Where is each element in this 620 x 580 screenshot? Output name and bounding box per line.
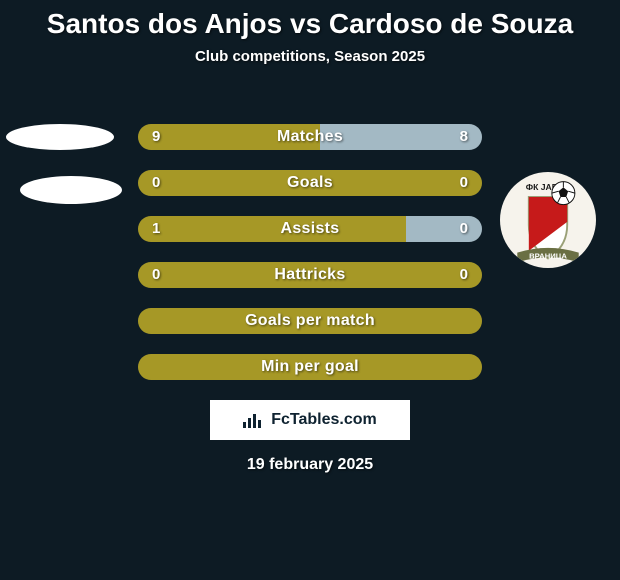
soccer-ball-icon <box>552 182 575 205</box>
stat-value-right: 8 <box>460 124 468 150</box>
stat-value-right: 0 <box>460 170 468 196</box>
blank-oval <box>6 124 114 150</box>
crest-ribbon-text: BPAHИЦА <box>529 251 567 260</box>
stat-row: Assists1 0 <box>138 216 482 242</box>
stat-row: Hattricks0 0 <box>138 262 482 288</box>
stat-value-left: 0 <box>152 170 160 196</box>
stat-label: Goals <box>138 170 482 196</box>
comparison-infographic: Santos dos Anjos vs Cardoso de Souza Clu… <box>0 0 620 580</box>
stat-row: Min per goal <box>138 354 482 380</box>
footer-date: 19 february 2025 <box>0 456 620 474</box>
stat-value-left: 0 <box>152 262 160 288</box>
stat-row: Goals0 0 <box>138 170 482 196</box>
stat-row: Goals per match <box>138 308 482 334</box>
stat-label: Hattricks <box>138 262 482 288</box>
stat-value-right: 0 <box>460 216 468 242</box>
blank-oval <box>20 176 122 204</box>
fctables-badge[interactable]: FcTables.com <box>210 400 410 440</box>
stat-label: Assists <box>138 216 482 242</box>
page-title: Santos dos Anjos vs Cardoso de Souza <box>0 0 620 40</box>
fctables-label: FcTables.com <box>271 411 377 429</box>
stat-value-left: 1 <box>152 216 160 242</box>
subtitle: Club competitions, Season 2025 <box>0 48 620 65</box>
stat-label: Matches <box>138 124 482 150</box>
stat-label: Min per goal <box>138 354 482 380</box>
stat-value-right: 0 <box>460 262 468 288</box>
stat-row: Matches9 8 <box>138 124 482 150</box>
bar-chart-icon <box>243 412 263 428</box>
stat-label: Goals per match <box>138 308 482 334</box>
right-club-crest: ФК ЈАВОР BPAHИЦА <box>500 172 596 268</box>
stat-value-left: 9 <box>152 124 160 150</box>
